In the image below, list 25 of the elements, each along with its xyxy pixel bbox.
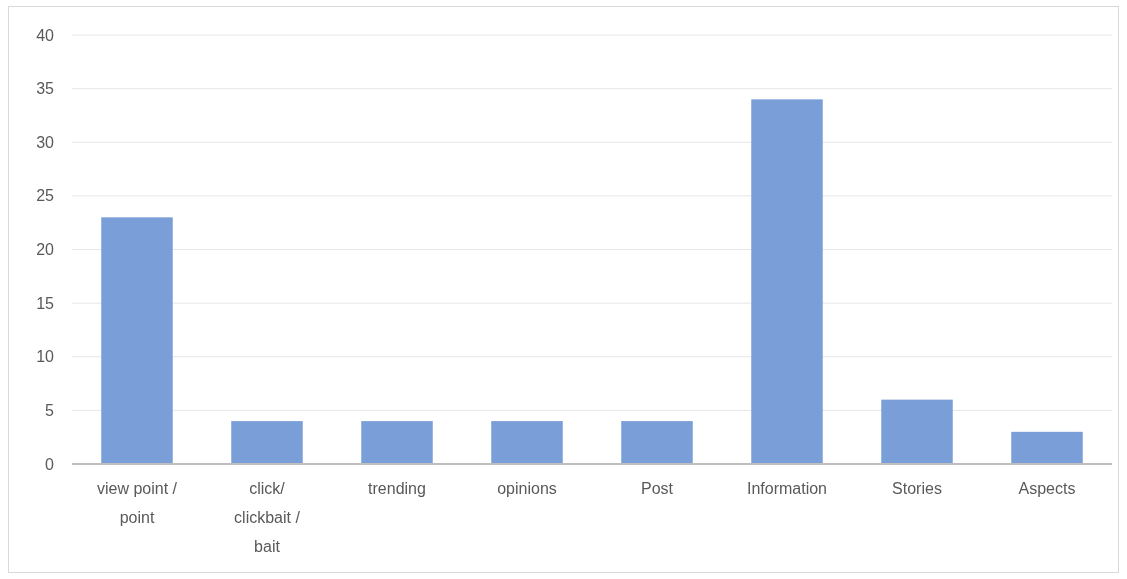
x-tick-label: Post [640, 480, 674, 497]
bar [491, 421, 563, 464]
y-tick-label: 0 [45, 455, 55, 473]
x-tick-label: Aspects [1018, 480, 1076, 497]
x-tick-label: opinions [497, 480, 557, 497]
bar [101, 217, 173, 464]
x-tick-label: trending [368, 480, 426, 497]
y-tick-label: 5 [45, 401, 55, 419]
bar [621, 421, 693, 464]
y-tick-label: 15 [36, 294, 55, 312]
bar [231, 421, 303, 464]
y-tick-label: 20 [36, 241, 55, 259]
y-tick-label: 35 [36, 80, 55, 98]
bar [751, 99, 823, 464]
bar [1011, 431, 1083, 464]
bar [361, 421, 433, 464]
y-tick-label: 40 [36, 26, 55, 44]
bar [881, 399, 953, 464]
x-tick-label: Information [746, 480, 828, 497]
y-tick-label: 10 [36, 348, 55, 366]
x-tick-label: view point / point [96, 480, 178, 526]
y-tick-label: 25 [36, 187, 55, 205]
y-tick-label: 30 [36, 133, 55, 151]
x-tick-label: Stories [892, 480, 942, 497]
x-tick-label: click/ clickbait / bait [234, 480, 301, 555]
